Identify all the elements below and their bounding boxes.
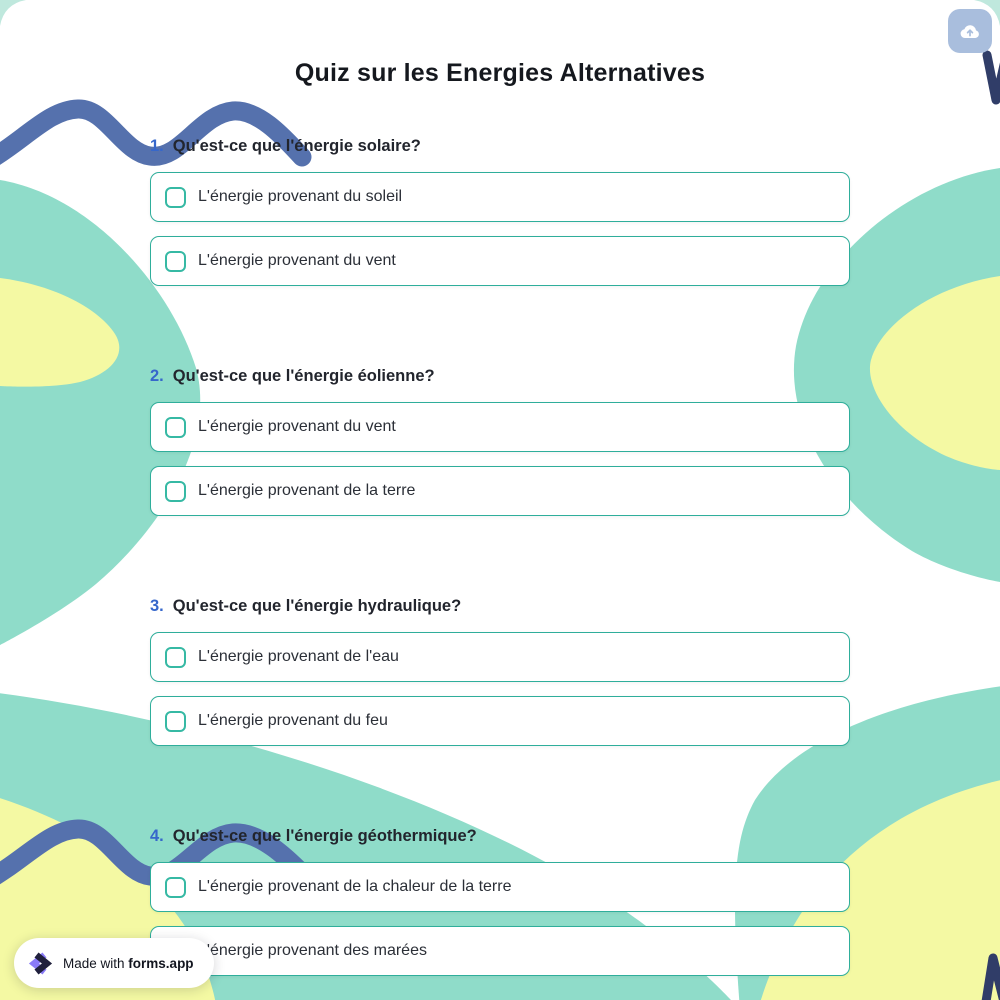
option-label: L'énergie provenant du feu	[198, 712, 388, 729]
bottom-wave	[0, 819, 313, 886]
answer-option[interactable]: L'énergie provenant de la chaleur de la …	[150, 862, 850, 912]
question-number: 2.	[150, 367, 164, 385]
question-text: Qu'est-ce que l'énergie solaire?	[172, 137, 421, 155]
question-label: 4. Qu'est-ce que l'énergie géothermique?	[150, 826, 850, 846]
answer-option[interactable]: L'énergie provenant du soleil	[150, 172, 850, 222]
question-block-4: 4. Qu'est-ce que l'énergie géothermique?…	[150, 826, 850, 990]
question-block-2: 2. Qu'est-ce que l'énergie éolienne? L'é…	[150, 366, 850, 530]
top-right-corner-sliver	[974, 0, 1000, 26]
checkbox-icon[interactable]	[165, 710, 186, 732]
badge-text: Made with forms.app	[63, 956, 194, 971]
made-with-badge[interactable]: Made with forms.app	[14, 938, 214, 988]
top-left-corner-sliver	[0, 0, 26, 26]
badge-brand: forms.app	[128, 955, 194, 971]
question-block-1: 1. Qu'est-ce que l'énergie solaire? L'én…	[150, 136, 850, 300]
answer-option[interactable]: L'énergie provenant de l'eau	[150, 632, 850, 682]
option-label: L'énergie provenant des marées	[198, 942, 427, 959]
answer-option[interactable]: L'énergie provenant du vent	[150, 402, 850, 452]
forms-app-logo-icon	[28, 952, 53, 974]
question-label: 3. Qu'est-ce que l'énergie hydraulique?	[150, 596, 850, 616]
top-wave	[0, 99, 312, 167]
question-text: Qu'est-ce que l'énergie hydraulique?	[172, 597, 462, 615]
checkbox-icon[interactable]	[165, 250, 186, 272]
top-right-zigzag	[982, 50, 1000, 105]
option-label: L'énergie provenant de la chaleur de la …	[198, 878, 512, 895]
question-number: 1.	[150, 137, 164, 155]
answer-option[interactable]: L'énergie provenant des marées	[150, 926, 850, 976]
answer-option[interactable]: L'énergie provenant du feu	[150, 696, 850, 746]
bottom-right-zigzag	[981, 953, 1000, 1000]
checkbox-icon[interactable]	[165, 480, 186, 502]
option-label: L'énergie provenant du soleil	[198, 188, 403, 205]
option-label: L'énergie provenant de la terre	[198, 482, 416, 499]
question-number: 4.	[150, 827, 164, 845]
question-number: 3.	[150, 597, 164, 615]
checkbox-icon[interactable]	[165, 186, 186, 208]
option-label: L'énergie provenant de l'eau	[198, 648, 399, 665]
checkbox-icon[interactable]	[165, 876, 186, 898]
upload-button[interactable]	[948, 9, 992, 53]
badge-prefix: Made with	[63, 955, 125, 971]
answer-option[interactable]: L'énergie provenant du vent	[150, 236, 850, 286]
question-label: 2. Qu'est-ce que l'énergie éolienne?	[150, 366, 850, 386]
checkbox-icon[interactable]	[165, 416, 186, 438]
question-text: Qu'est-ce que l'énergie géothermique?	[172, 827, 477, 845]
page-title: Quiz sur les Energies Alternatives	[294, 58, 706, 87]
question-text: Qu'est-ce que l'énergie éolienne?	[172, 367, 435, 385]
option-label: L'énergie provenant du vent	[198, 418, 396, 435]
option-label: L'énergie provenant du vent	[198, 252, 396, 269]
cloud-upload-icon	[960, 25, 979, 39]
question-block-3: 3. Qu'est-ce que l'énergie hydraulique? …	[150, 596, 850, 760]
answer-option[interactable]: L'énergie provenant de la terre	[150, 466, 850, 516]
question-label: 1. Qu'est-ce que l'énergie solaire?	[150, 136, 850, 156]
right-yellow-blob	[869, 276, 1000, 470]
checkbox-icon[interactable]	[165, 646, 186, 668]
left-yellow-blob	[0, 278, 120, 387]
